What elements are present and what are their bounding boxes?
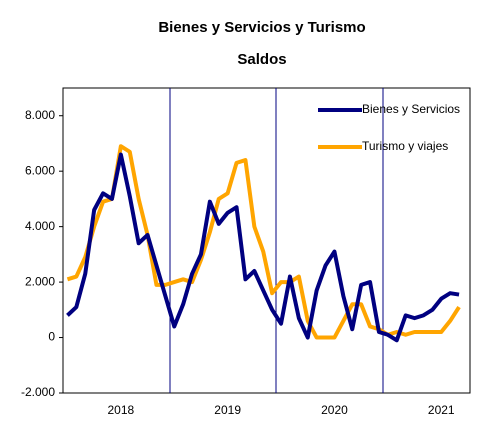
y-tick-label: 8.000 (25, 108, 55, 122)
plot-frame (62, 87, 471, 394)
chart-subtitle: Saldos (237, 51, 286, 68)
legend-label: Bienes y Servicios (362, 102, 460, 116)
x-tick-label: 2019 (214, 403, 241, 417)
x-tick-label: 2020 (321, 403, 348, 417)
y-tick-label: 6.000 (25, 163, 55, 177)
legend-label: Turismo y viajes (362, 139, 448, 153)
series-line (66, 152, 460, 343)
x-tick-label: 2018 (107, 403, 134, 417)
y-tick-label: 4.000 (25, 219, 55, 233)
chart-title: Bienes y Servicios y Turismo (158, 19, 365, 36)
x-tick-label: 2021 (428, 403, 455, 417)
y-tick-label: -2.000 (21, 385, 55, 399)
y-tick-label: 2.000 (25, 274, 55, 288)
y-tick-label: 0 (48, 330, 55, 344)
series-line (66, 144, 461, 340)
